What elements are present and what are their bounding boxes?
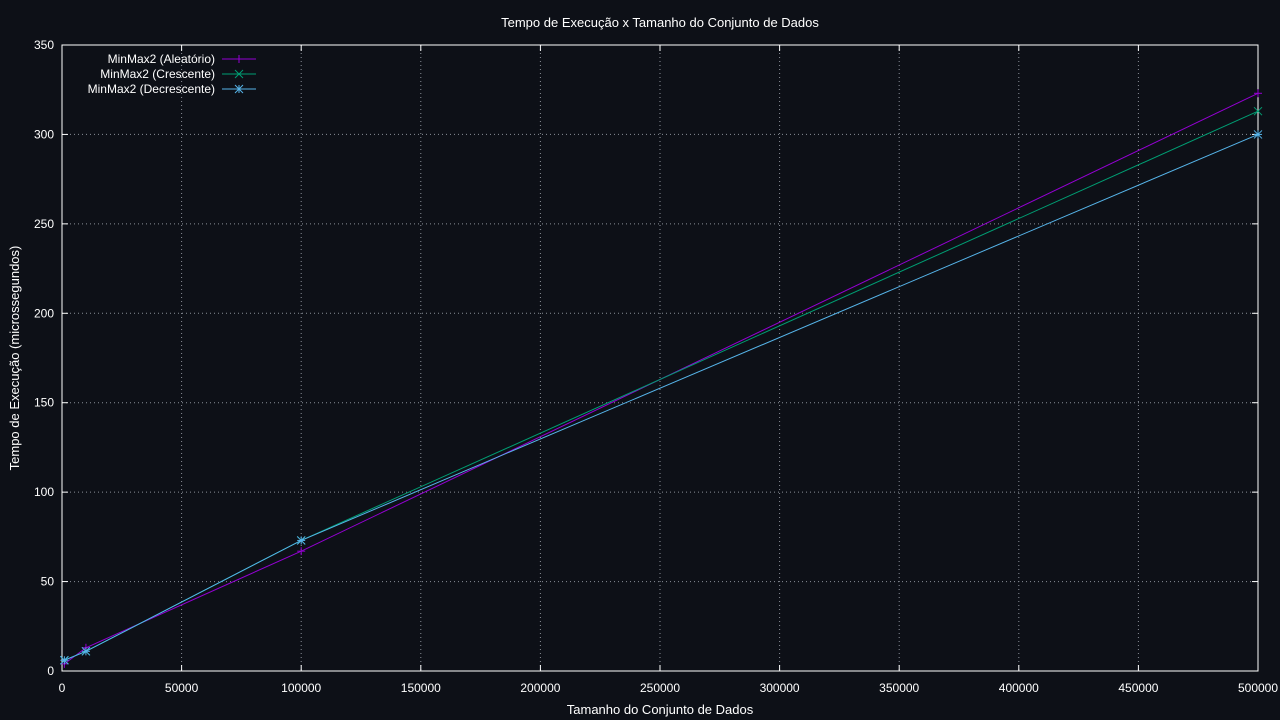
x-tick-label: 500000 (1238, 681, 1278, 695)
series-2 (60, 106, 1263, 665)
chart-title: Tempo de Execução x Tamanho do Conjunto … (501, 15, 819, 30)
series-line (64, 110, 1259, 661)
y-axis-label: Tempo de Execução (microssegundos) (7, 246, 22, 471)
series-line (64, 133, 1259, 661)
series-layer (60, 89, 1263, 668)
y-tick-label: 150 (34, 396, 54, 410)
y-tick-label: 100 (34, 485, 54, 499)
data-point (1253, 130, 1263, 139)
x-tick-label: 400000 (999, 681, 1039, 695)
y-tick-label: 50 (41, 575, 55, 589)
legend-marker (234, 84, 244, 94)
series-3 (60, 130, 1263, 665)
x-tick-label: 0 (59, 681, 66, 695)
y-tick-label: 300 (34, 127, 54, 141)
x-tick-label: 50000 (165, 681, 199, 695)
legend-item: MinMax2 (Decrescente) (88, 82, 256, 96)
data-point (1254, 89, 1262, 98)
legend-label: MinMax2 (Aleatório) (108, 52, 215, 66)
y-tick-label: 0 (47, 664, 54, 678)
x-tick-label: 100000 (281, 681, 321, 695)
y-tick-label: 200 (34, 306, 54, 320)
x-tick-label: 300000 (760, 681, 800, 695)
legend-item: MinMax2 (Aleatório) (108, 52, 256, 66)
data-point (60, 655, 69, 665)
y-tick-label: 350 (34, 38, 54, 52)
x-axis-label: Tamanho do Conjunto de Dados (567, 702, 754, 717)
legend-label: MinMax2 (Decrescente) (88, 82, 215, 96)
data-point (1253, 106, 1263, 116)
x-tick-label: 450000 (1118, 681, 1158, 695)
legend-marker (235, 55, 243, 63)
data-point (297, 547, 306, 556)
data-point (296, 536, 306, 545)
grid-layer (62, 45, 1258, 671)
legend: MinMax2 (Aleatório)MinMax2 (Crescente)Mi… (88, 52, 256, 96)
x-tick-label: 150000 (401, 681, 441, 695)
axis-layer: 0 50000 100000 150000 200000 250000 300000 3500… (34, 38, 1278, 695)
x-tick-label: 350000 (879, 681, 919, 695)
legend-item: MinMax2 (Crescente) (100, 67, 256, 81)
y-tick-label: 250 (34, 217, 54, 231)
legend-marker (234, 69, 244, 79)
x-tick-label: 200000 (520, 681, 560, 695)
x-tick-label: 250000 (640, 681, 680, 695)
legend-label: MinMax2 (Crescente) (100, 67, 215, 81)
data-point (81, 646, 91, 656)
